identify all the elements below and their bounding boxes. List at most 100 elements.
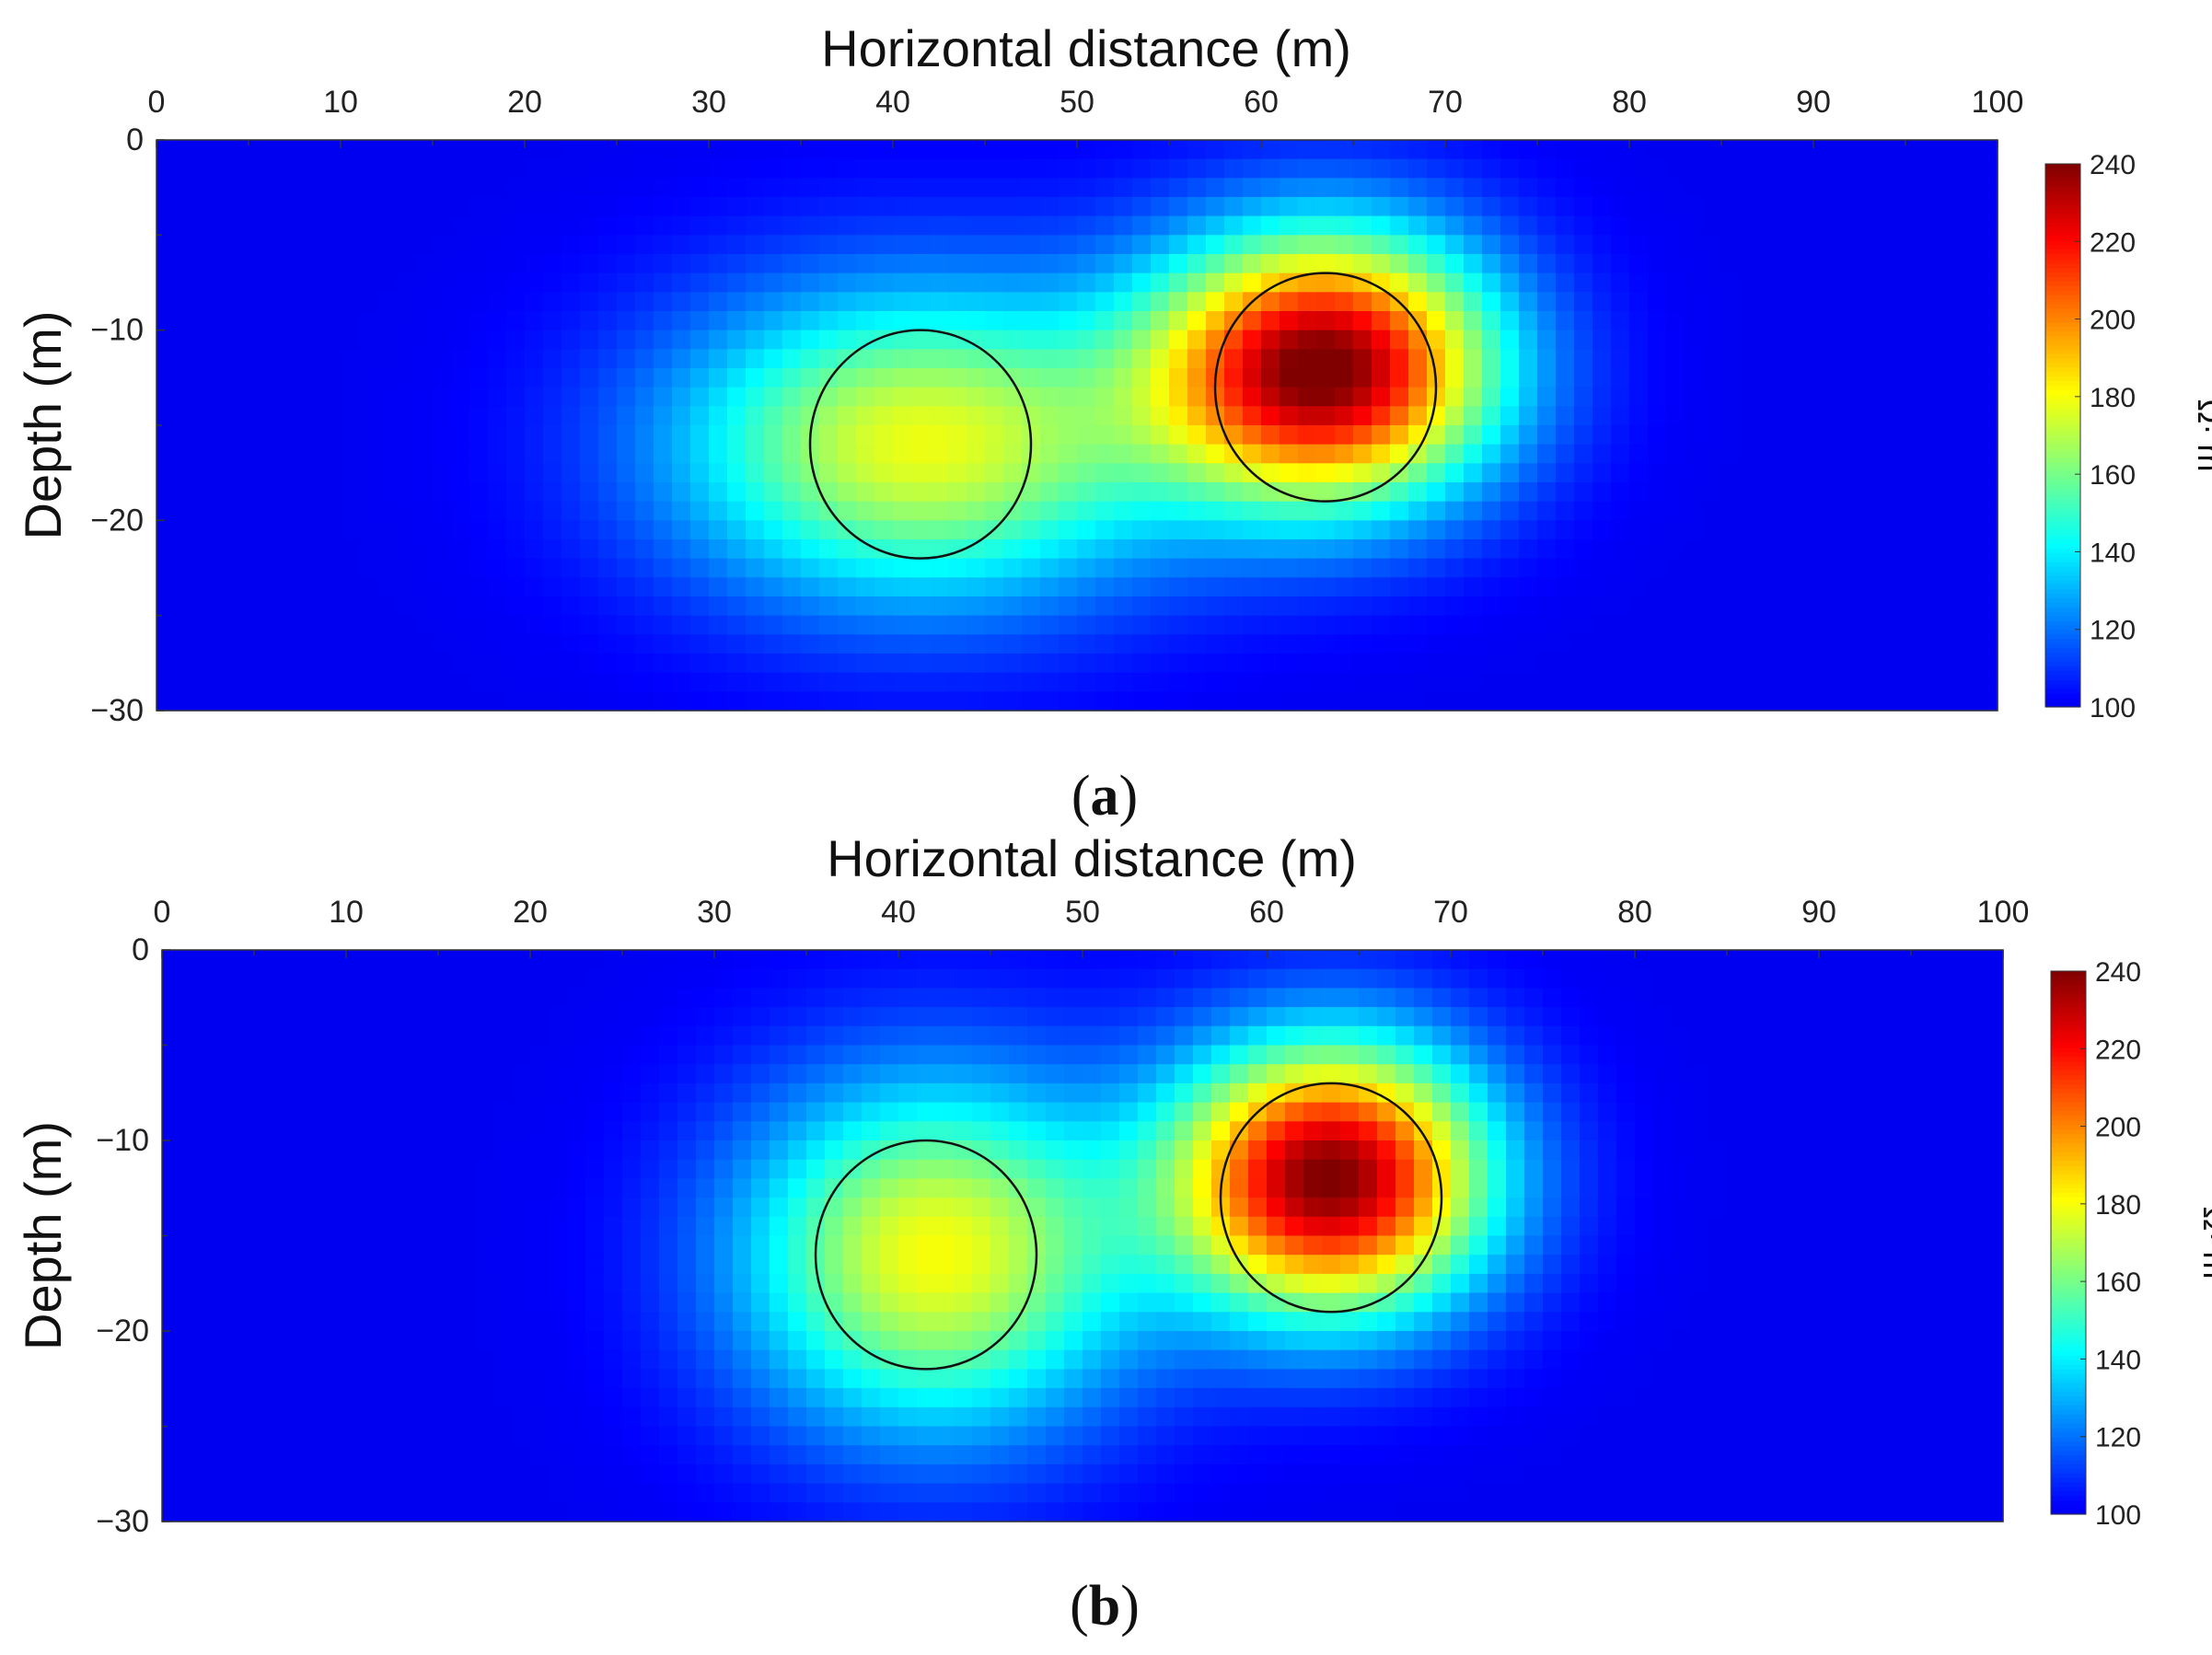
heatmap-cell: [954, 1121, 973, 1141]
heatmap-cell: [806, 1292, 826, 1313]
heatmap-cell: [801, 158, 820, 179]
heatmap-cell: [1059, 292, 1078, 312]
heatmap-cell: [1267, 1007, 1286, 1027]
heatmap-cell: [1335, 292, 1354, 312]
heatmap-cell: [377, 178, 397, 198]
heatmap-cell: [1666, 140, 1685, 160]
heatmap-cell: [488, 463, 507, 483]
heatmap-cell: [451, 482, 470, 503]
colorbar-swatch: [2045, 625, 2080, 631]
heatmap-cell: [1224, 158, 1244, 179]
heatmap-cell: [604, 1025, 623, 1047]
heatmap-cell: [1261, 272, 1280, 293]
heatmap-cell: [1942, 539, 1962, 560]
heatmap-cell: [598, 425, 618, 446]
heatmap-cell: [543, 406, 562, 426]
heatmap-cell: [493, 1216, 513, 1237]
heatmap-cell: [530, 1273, 550, 1294]
heatmap-cell: [985, 140, 1004, 160]
heatmap-cell: [401, 1102, 421, 1122]
heatmap-cell: [512, 968, 531, 989]
heatmap-cell: [635, 235, 654, 255]
heatmap-cell: [672, 178, 691, 198]
heatmap-cell: [414, 311, 434, 331]
heatmap-cell: [898, 1426, 918, 1446]
heatmap-cell: [1230, 1102, 1249, 1122]
heatmap-cell: [1372, 272, 1391, 293]
heatmap-cell: [309, 1235, 329, 1256]
heatmap-cell: [1151, 539, 1170, 560]
heatmap-cell: [1022, 501, 1041, 521]
heatmap-cell: [1193, 988, 1212, 1008]
heatmap-cell: [175, 539, 194, 560]
heatmap-cell: [469, 672, 489, 692]
heatmap-cell: [825, 1064, 844, 1084]
heatmap-cell: [212, 215, 231, 236]
heatmap-cell: [1230, 1388, 1249, 1408]
heatmap-cell: [359, 272, 378, 293]
heatmap-cell: [930, 539, 949, 560]
heatmap-cell: [1869, 254, 1888, 274]
heatmap-cell: [1390, 501, 1409, 521]
heatmap-cell: [341, 272, 360, 293]
heatmap-cell: [1887, 272, 1906, 293]
heatmap-cell: [1156, 968, 1175, 989]
heatmap-cell: [1261, 140, 1280, 160]
heatmap-cell: [341, 634, 360, 654]
heatmap-cell: [1027, 1121, 1047, 1141]
heatmap-cell: [285, 349, 305, 369]
heatmap-cell: [420, 1255, 439, 1275]
heatmap-cell: [414, 634, 434, 654]
heatmap-cell: [1132, 482, 1152, 503]
heatmap-cell: [1059, 368, 1078, 388]
heatmap-cell: [1353, 577, 1372, 597]
heatmap-cell: [1611, 215, 1630, 236]
heatmap-cell: [1353, 330, 1372, 350]
heatmap-cell: [1230, 1445, 1249, 1465]
heatmap-cell: [911, 577, 931, 597]
heatmap-cell: [838, 463, 857, 483]
heatmap-cell: [525, 672, 544, 692]
heatmap-cell: [383, 1312, 402, 1332]
heatmap-cell: [414, 672, 434, 692]
heatmap-cell: [212, 444, 231, 464]
heatmap-cell: [746, 368, 765, 388]
heatmap-cell: [751, 1369, 770, 1389]
heatmap-cell: [1224, 539, 1244, 560]
heatmap-cell: [322, 140, 342, 160]
heatmap-cell: [598, 654, 618, 674]
heatmap-cell: [874, 520, 894, 540]
heatmap-cell: [377, 215, 397, 236]
heatmap-cell: [1758, 634, 1778, 654]
heatmap-cell: [677, 1369, 697, 1389]
heatmap-cell: [1059, 615, 1078, 635]
heatmap-cell: [1077, 463, 1096, 483]
heatmap-cell: [328, 1082, 347, 1104]
heatmap-cell: [825, 1159, 844, 1179]
heatmap-cell: [1961, 254, 1980, 274]
heatmap-cell: [746, 672, 765, 692]
heatmap-cell: [1187, 158, 1207, 179]
heatmap-cell: [1666, 654, 1685, 674]
heatmap-cell: [677, 1064, 697, 1084]
heatmap-cell: [438, 1025, 457, 1047]
heatmap-cell: [562, 425, 581, 446]
heatmap-cell: [1022, 272, 1041, 293]
heatmap-cell: [856, 292, 875, 312]
heatmap-cell: [525, 425, 544, 446]
heatmap-cell: [1611, 158, 1630, 179]
heatmap-cell: [285, 463, 305, 483]
heatmap-cell: [1924, 235, 1943, 255]
heatmap-cell: [1482, 520, 1501, 540]
heatmap-cell: [567, 968, 586, 989]
heatmap-cell: [696, 1349, 715, 1370]
heatmap-cell: [1648, 178, 1667, 198]
heatmap-cell: [1648, 634, 1667, 654]
heatmap-cell: [1027, 1198, 1047, 1218]
heatmap-cell: [1230, 1045, 1249, 1065]
heatmap-cell: [930, 672, 949, 692]
heatmap-cell: [180, 1235, 200, 1256]
heatmap-cell: [254, 1388, 273, 1408]
heatmap-cell: [714, 1216, 734, 1237]
heatmap-cell: [1648, 654, 1667, 674]
